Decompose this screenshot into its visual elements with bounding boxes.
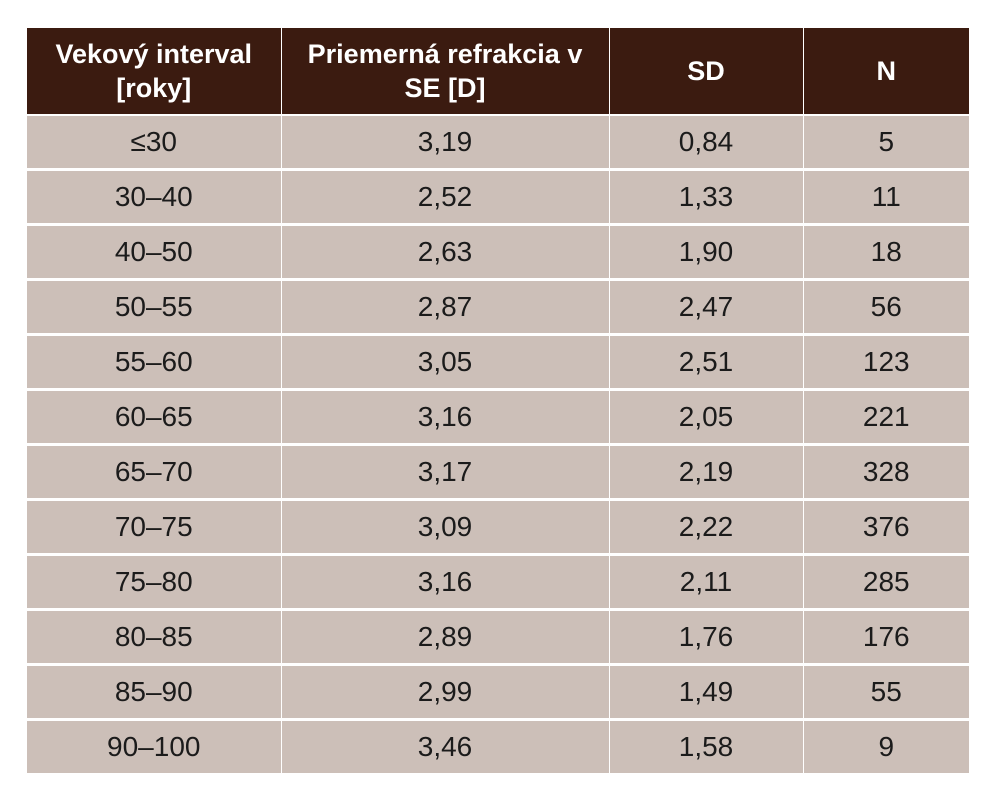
cell-mean-refraction: 3,19 bbox=[281, 115, 610, 171]
cell-age-interval: 80–85 bbox=[27, 609, 282, 666]
table-row: 40–50 2,63 1,90 18 bbox=[27, 224, 969, 281]
cell-age-interval: ≤30 bbox=[27, 115, 282, 171]
cell-mean-refraction: 3,16 bbox=[281, 389, 610, 446]
cell-age-interval: 50–55 bbox=[27, 279, 282, 336]
cell-age-interval: 85–90 bbox=[27, 664, 282, 721]
cell-mean-refraction: 3,05 bbox=[281, 334, 610, 391]
table-row: 75–80 3,16 2,11 285 bbox=[27, 554, 969, 611]
table-row: ≤30 3,19 0,84 5 bbox=[27, 115, 969, 171]
table-row: 60–65 3,16 2,05 221 bbox=[27, 389, 969, 446]
table-row: 30–40 2,52 1,33 11 bbox=[27, 169, 969, 226]
cell-sd: 2,22 bbox=[609, 499, 804, 556]
cell-mean-refraction: 3,17 bbox=[281, 444, 610, 501]
table-row: 85–90 2,99 1,49 55 bbox=[27, 664, 969, 721]
cell-age-interval: 65–70 bbox=[27, 444, 282, 501]
table-row: 50–55 2,87 2,47 56 bbox=[27, 279, 969, 336]
cell-sd: 2,51 bbox=[609, 334, 804, 391]
cell-n: 123 bbox=[803, 334, 969, 391]
table-row: 65–70 3,17 2,19 328 bbox=[27, 444, 969, 501]
refraction-table-container: Vekový interval [roky] Priemerná refrakc… bbox=[27, 28, 969, 773]
header-sd: SD bbox=[609, 28, 804, 116]
cell-age-interval: 40–50 bbox=[27, 224, 282, 281]
cell-age-interval: 55–60 bbox=[27, 334, 282, 391]
cell-mean-refraction: 3,16 bbox=[281, 554, 610, 611]
cell-sd: 1,90 bbox=[609, 224, 804, 281]
cell-n: 9 bbox=[803, 719, 969, 773]
cell-sd: 1,33 bbox=[609, 169, 804, 226]
cell-sd: 2,05 bbox=[609, 389, 804, 446]
table-body: ≤30 3,19 0,84 5 30–40 2,52 1,33 11 40–50… bbox=[27, 115, 969, 773]
cell-mean-refraction: 2,63 bbox=[281, 224, 610, 281]
header-row: Vekový interval [roky] Priemerná refrakc… bbox=[27, 28, 969, 116]
cell-sd: 2,19 bbox=[609, 444, 804, 501]
cell-mean-refraction: 2,89 bbox=[281, 609, 610, 666]
header-age-interval: Vekový interval [roky] bbox=[27, 28, 282, 116]
refraction-table: Vekový interval [roky] Priemerná refrakc… bbox=[27, 28, 969, 773]
cell-mean-refraction: 2,99 bbox=[281, 664, 610, 721]
header-n: N bbox=[803, 28, 969, 116]
cell-sd: 1,58 bbox=[609, 719, 804, 773]
cell-mean-refraction: 3,09 bbox=[281, 499, 610, 556]
cell-sd: 2,47 bbox=[609, 279, 804, 336]
table-row: 80–85 2,89 1,76 176 bbox=[27, 609, 969, 666]
cell-n: 221 bbox=[803, 389, 969, 446]
cell-age-interval: 90–100 bbox=[27, 719, 282, 773]
table-row: 55–60 3,05 2,51 123 bbox=[27, 334, 969, 391]
cell-n: 376 bbox=[803, 499, 969, 556]
cell-n: 18 bbox=[803, 224, 969, 281]
cell-n: 55 bbox=[803, 664, 969, 721]
cell-mean-refraction: 2,87 bbox=[281, 279, 610, 336]
cell-mean-refraction: 3,46 bbox=[281, 719, 610, 773]
table-row: 70–75 3,09 2,22 376 bbox=[27, 499, 969, 556]
cell-age-interval: 70–75 bbox=[27, 499, 282, 556]
cell-sd: 1,76 bbox=[609, 609, 804, 666]
cell-n: 328 bbox=[803, 444, 969, 501]
cell-n: 176 bbox=[803, 609, 969, 666]
cell-sd: 0,84 bbox=[609, 115, 804, 171]
table-row: 90–100 3,46 1,58 9 bbox=[27, 719, 969, 773]
cell-sd: 1,49 bbox=[609, 664, 804, 721]
table-header: Vekový interval [roky] Priemerná refrakc… bbox=[27, 28, 969, 116]
cell-sd: 2,11 bbox=[609, 554, 804, 611]
cell-n: 56 bbox=[803, 279, 969, 336]
cell-n: 285 bbox=[803, 554, 969, 611]
header-mean-refraction: Priemerná refrakcia v SE [D] bbox=[281, 28, 610, 116]
cell-age-interval: 30–40 bbox=[27, 169, 282, 226]
cell-n: 5 bbox=[803, 115, 969, 171]
cell-mean-refraction: 2,52 bbox=[281, 169, 610, 226]
cell-n: 11 bbox=[803, 169, 969, 226]
cell-age-interval: 75–80 bbox=[27, 554, 282, 611]
cell-age-interval: 60–65 bbox=[27, 389, 282, 446]
